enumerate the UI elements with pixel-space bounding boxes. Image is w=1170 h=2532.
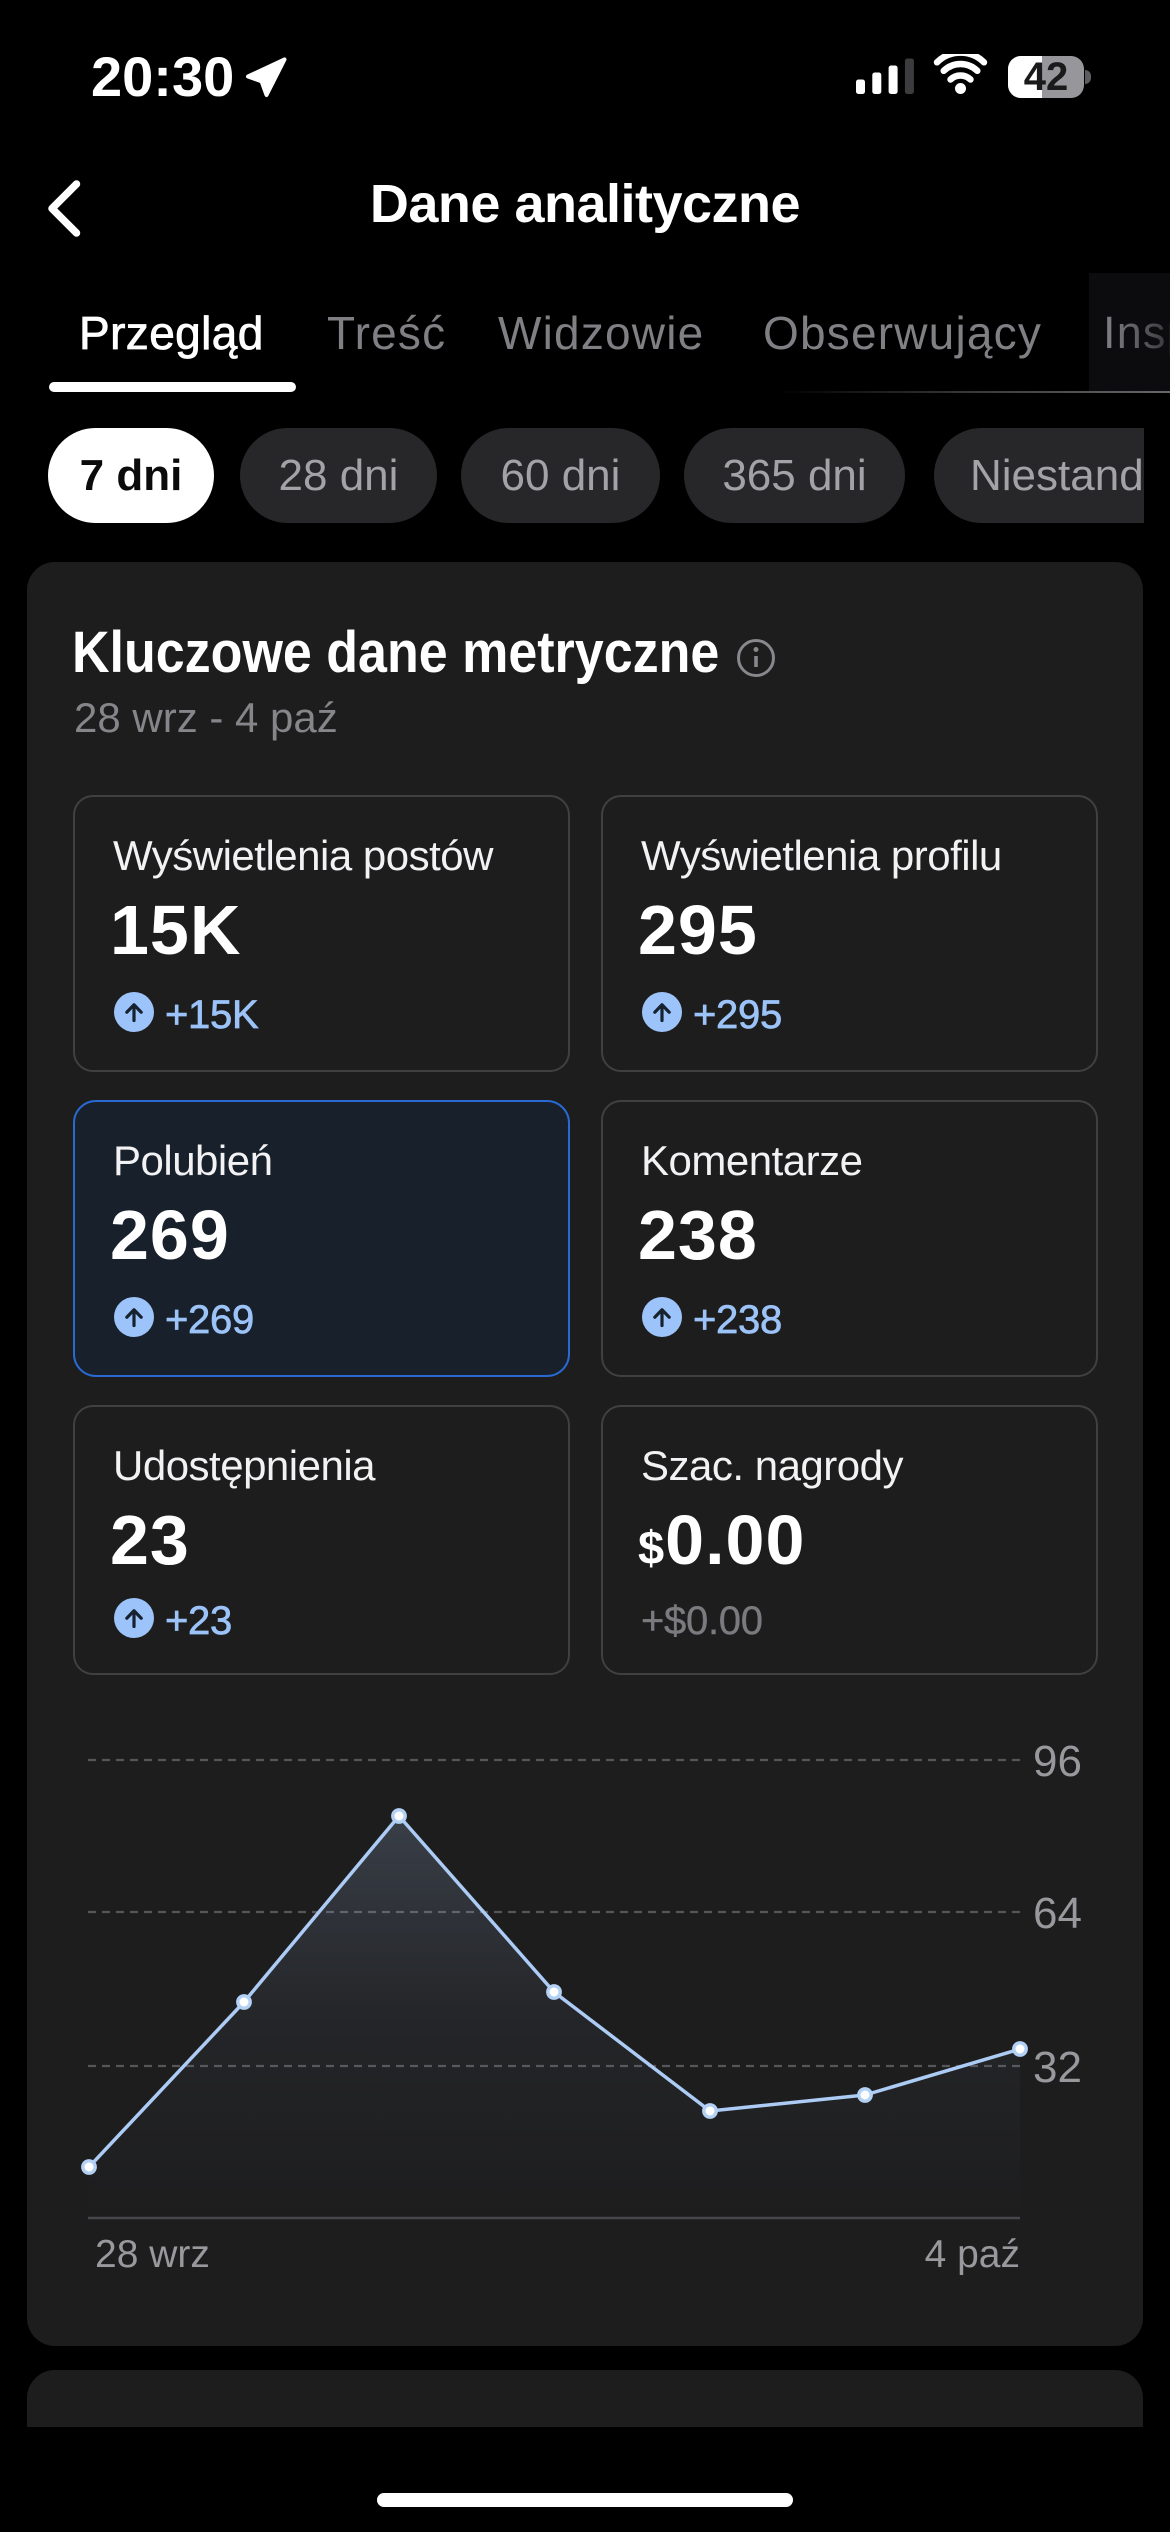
svg-text:64: 64	[1033, 1889, 1082, 1938]
svg-text:96: 96	[1033, 1737, 1082, 1786]
svg-text:28 wrz: 28 wrz	[95, 2233, 210, 2276]
svg-text:32: 32	[1033, 2043, 1082, 2092]
svg-text:4 paź: 4 paź	[925, 2233, 1020, 2276]
